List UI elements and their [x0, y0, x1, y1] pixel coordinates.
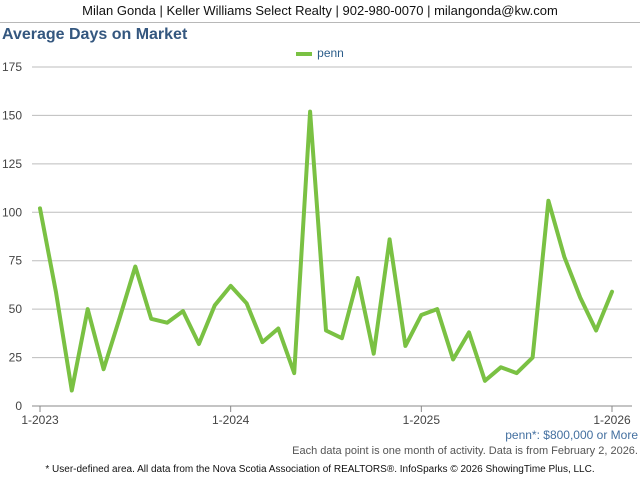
- data-point[interactable]: [181, 309, 185, 313]
- data-point[interactable]: [70, 389, 74, 393]
- data-point[interactable]: [324, 328, 328, 332]
- footer-disclaimer: * User-defined area. All data from the N…: [45, 464, 595, 475]
- data-point[interactable]: [165, 321, 169, 325]
- data-point[interactable]: [451, 358, 455, 362]
- data-point[interactable]: [403, 344, 407, 348]
- legend-swatch-icon: [296, 51, 313, 56]
- data-point[interactable]: [308, 110, 312, 114]
- y-axis-ticks: 0 25 50 75 100 125 150 175: [2, 60, 22, 413]
- data-note: Each data point is one month of activity…: [292, 445, 638, 457]
- data-point[interactable]: [356, 276, 360, 280]
- data-point[interactable]: [133, 265, 137, 269]
- y-tick-label: 50: [9, 302, 23, 316]
- y-tick-label: 100: [2, 205, 22, 219]
- data-point[interactable]: [102, 367, 106, 371]
- y-tick-label: 150: [2, 108, 22, 122]
- data-point[interactable]: [546, 199, 550, 203]
- data-point[interactable]: [531, 356, 535, 360]
- series-line-penn[interactable]: [38, 109, 614, 393]
- data-point[interactable]: [594, 328, 598, 332]
- data-point[interactable]: [54, 290, 58, 294]
- legend-label: penn: [317, 46, 344, 60]
- data-point[interactable]: [117, 317, 121, 321]
- data-point[interactable]: [372, 352, 376, 356]
- area-note: penn*: $800,000 or More: [505, 428, 638, 442]
- y-tick-label: 125: [2, 157, 22, 171]
- data-point[interactable]: [229, 284, 233, 288]
- data-point[interactable]: [610, 290, 614, 294]
- x-tick-label: 1-2024: [212, 413, 250, 427]
- data-point[interactable]: [483, 379, 487, 383]
- x-tick-label: 1-2025: [403, 413, 441, 427]
- legend[interactable]: penn: [0, 46, 640, 60]
- data-point[interactable]: [276, 327, 280, 331]
- data-point[interactable]: [292, 371, 296, 375]
- data-point[interactable]: [149, 317, 153, 321]
- data-point[interactable]: [562, 255, 566, 259]
- data-point[interactable]: [578, 296, 582, 300]
- y-tick-label: 25: [9, 351, 23, 365]
- chart-title: Average Days on Market: [2, 26, 188, 43]
- x-tick-label: 1-2023: [21, 413, 59, 427]
- data-point[interactable]: [38, 206, 42, 210]
- data-point[interactable]: [213, 303, 217, 307]
- data-point[interactable]: [388, 237, 392, 241]
- data-point[interactable]: [467, 330, 471, 334]
- data-point[interactable]: [435, 307, 439, 311]
- x-axis: 1-2023 1-2024 1-2025 1-2026: [21, 406, 631, 427]
- y-tick-label: 0: [15, 399, 22, 413]
- data-point[interactable]: [260, 340, 264, 344]
- data-point[interactable]: [499, 365, 503, 369]
- series-group: [38, 109, 614, 393]
- data-point[interactable]: [197, 342, 201, 346]
- data-point[interactable]: [86, 307, 90, 311]
- data-point[interactable]: [340, 336, 344, 340]
- x-tick-label: 1-2026: [593, 413, 631, 427]
- data-point[interactable]: [515, 371, 519, 375]
- gridlines: [32, 66, 632, 407]
- data-point[interactable]: [419, 313, 423, 317]
- data-point[interactable]: [245, 301, 249, 305]
- contact-header: Milan Gonda | Keller Williams Select Rea…: [0, 0, 640, 23]
- y-tick-label: 175: [2, 60, 22, 74]
- y-tick-label: 75: [9, 254, 23, 268]
